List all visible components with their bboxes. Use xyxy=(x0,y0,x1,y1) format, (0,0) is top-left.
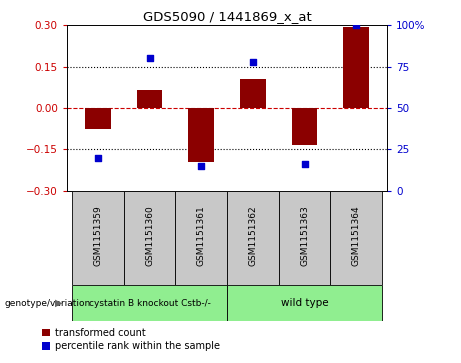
Text: wild type: wild type xyxy=(281,298,328,308)
Text: GSM1151364: GSM1151364 xyxy=(352,205,361,266)
Title: GDS5090 / 1441869_x_at: GDS5090 / 1441869_x_at xyxy=(142,10,312,23)
Bar xyxy=(343,27,369,108)
Point xyxy=(94,155,101,160)
Bar xyxy=(331,191,382,285)
Text: cystatin B knockout Cstb-/-: cystatin B knockout Cstb-/- xyxy=(89,299,211,307)
Bar xyxy=(188,108,214,162)
Text: GSM1151359: GSM1151359 xyxy=(93,205,102,266)
Bar xyxy=(227,285,382,321)
Text: genotype/variation: genotype/variation xyxy=(5,299,91,307)
Bar xyxy=(85,108,111,129)
Bar xyxy=(279,191,331,285)
Legend: transformed count, percentile rank within the sample: transformed count, percentile rank withi… xyxy=(42,328,220,351)
Point xyxy=(197,163,205,169)
Point xyxy=(146,56,153,61)
Point xyxy=(249,59,257,65)
Bar xyxy=(227,191,279,285)
Bar xyxy=(72,285,227,321)
Text: GSM1151362: GSM1151362 xyxy=(248,205,257,266)
Text: GSM1151360: GSM1151360 xyxy=(145,205,154,266)
Point xyxy=(353,23,360,28)
Bar xyxy=(124,191,175,285)
Text: GSM1151363: GSM1151363 xyxy=(300,205,309,266)
Bar xyxy=(175,191,227,285)
Bar xyxy=(136,90,162,108)
Bar xyxy=(72,191,124,285)
Point xyxy=(301,161,308,167)
Text: ▶: ▶ xyxy=(55,298,63,308)
Bar xyxy=(240,79,266,108)
Bar xyxy=(292,108,318,145)
Text: GSM1151361: GSM1151361 xyxy=(197,205,206,266)
